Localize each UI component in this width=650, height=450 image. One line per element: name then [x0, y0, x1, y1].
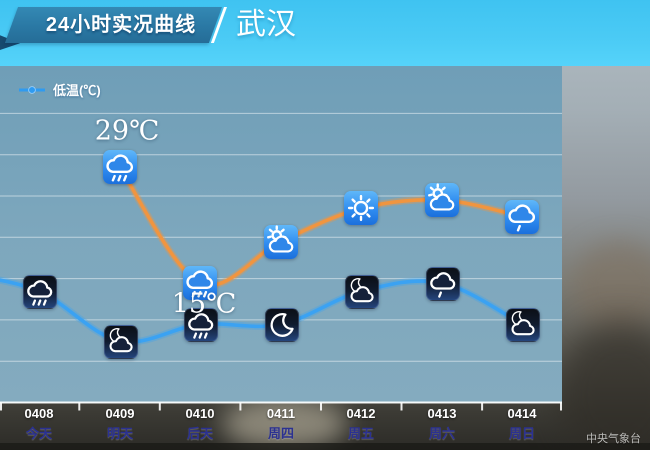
page-title: 24小时实况曲线	[45, 14, 197, 36]
photo-blur-blob	[572, 240, 650, 335]
axis-day: 周四	[267, 426, 294, 441]
light-rain-icon	[505, 200, 539, 234]
rain-icon	[23, 275, 57, 309]
axis-column: 0410 后天	[165, 406, 235, 442]
watermark: 中央气象台	[586, 433, 641, 445]
axis-date: 0413	[427, 406, 457, 421]
axis-column: 0408 今天	[4, 406, 74, 442]
axis-day: 今天	[25, 426, 52, 441]
cloudy-moon-icon	[345, 275, 379, 309]
axis-date: 0408	[24, 406, 54, 421]
cloudy-sun-icon	[425, 183, 459, 217]
photo-blur-blob	[222, 398, 347, 450]
axis-column: 0413 周六	[407, 406, 477, 442]
moon-icon	[265, 308, 299, 342]
photo-dark-edge	[0, 443, 650, 450]
legend-label: 低温(℃)	[53, 83, 101, 98]
axis-day: 周六	[428, 426, 455, 441]
rain-icon	[183, 266, 217, 300]
axis-column: 0412 周五	[326, 406, 396, 442]
temp-value-label: 29℃	[94, 115, 160, 147]
sunny-icon	[344, 191, 378, 225]
axis-column: 0414 周日	[487, 406, 557, 442]
cloudy-moon-icon	[506, 308, 540, 342]
rain-icon	[103, 150, 137, 184]
axis-column: 0409 明天	[85, 406, 155, 442]
low-temp-line-icon	[19, 85, 45, 94]
light-rain-icon	[426, 267, 460, 301]
axis-date: 0409	[105, 406, 135, 421]
axis-date: 0412	[346, 406, 376, 421]
axis-day: 周五	[347, 426, 374, 441]
cloudy-sun-icon	[264, 225, 298, 259]
legend: 低温(℃)	[18, 80, 101, 99]
cloudy-moon-icon	[104, 325, 138, 359]
city-name: 武汉	[236, 7, 296, 42]
temp-value-label: 15℃	[171, 288, 237, 320]
axis-day: 周日	[508, 426, 535, 441]
axis-date: 0414	[507, 406, 537, 421]
axis-date: 0411	[266, 406, 296, 421]
axis-column: 0411 周四	[246, 406, 316, 442]
axis-day: 明天	[106, 426, 133, 441]
axis-day: 后天	[186, 426, 213, 441]
axis-date: 0410	[185, 406, 215, 421]
rain-icon	[184, 308, 218, 342]
